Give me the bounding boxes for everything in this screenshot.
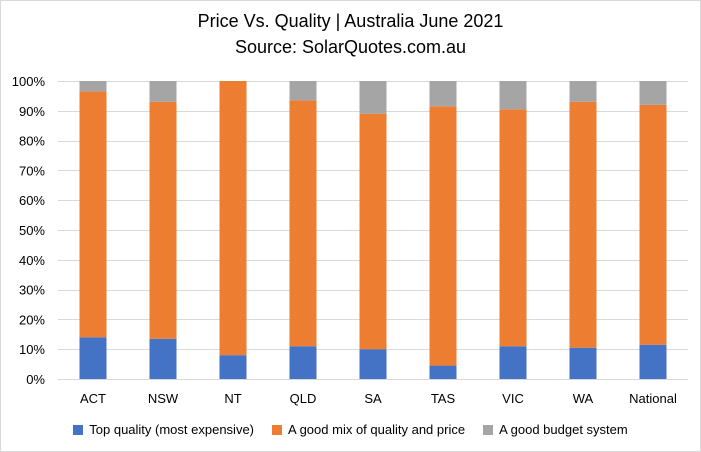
y-tick-label: 50% <box>19 223 45 238</box>
bar-segment <box>289 81 317 101</box>
bar-segment <box>639 104 667 345</box>
bar-segment <box>79 91 107 338</box>
bar-segment <box>149 81 177 102</box>
bar-segment <box>429 106 457 366</box>
x-tick-label: SA <box>364 391 382 406</box>
y-tick-label: 70% <box>19 163 45 178</box>
bar-segment <box>289 100 317 347</box>
bar-segment <box>149 338 177 379</box>
legend-label: Top quality (most expensive) <box>89 422 255 437</box>
bar-segment <box>639 81 667 105</box>
legend-label: A good mix of quality and price <box>288 422 466 437</box>
legend-swatch <box>272 424 283 435</box>
bar-segment <box>569 347 597 379</box>
bar-segment <box>569 81 597 102</box>
bars <box>79 81 667 379</box>
x-tick-label: VIC <box>502 391 524 406</box>
bar-segment <box>359 113 387 350</box>
x-axis-ticks: ACT NSW NT QLD SA TAS VIC WA National <box>80 391 677 406</box>
legend-label: A good budget system <box>499 422 628 437</box>
bar-segment <box>289 346 317 379</box>
x-tick-label: National <box>629 391 677 406</box>
bar-segment <box>79 337 107 379</box>
x-tick-label: ACT <box>80 391 106 406</box>
x-tick-label: NSW <box>148 391 179 406</box>
y-tick-label: 0% <box>26 372 45 387</box>
bar-segment <box>149 101 177 339</box>
bar-segment <box>429 81 457 107</box>
legend-item: Top quality (most expensive) <box>73 422 254 437</box>
y-tick-label: 90% <box>19 104 45 119</box>
y-tick-label: 60% <box>19 193 45 208</box>
bar-segment <box>359 349 387 379</box>
y-tick-label: 80% <box>19 134 45 149</box>
x-tick-label: QLD <box>290 391 317 406</box>
legend-swatch <box>73 424 84 435</box>
bar-segment <box>219 81 247 356</box>
y-axis-ticks: 0% 10% 20% 30% 40% 50% 60% 70% 80% 90% 100% <box>12 74 46 387</box>
y-tick-label: 20% <box>19 312 45 327</box>
x-tick-label: WA <box>573 391 594 406</box>
y-tick-label: 10% <box>19 342 45 357</box>
x-tick-label: TAS <box>431 391 456 406</box>
x-tick-label: NT <box>224 391 241 406</box>
legend-swatch <box>483 424 494 435</box>
y-tick-label: 40% <box>19 253 45 268</box>
bar-segment <box>639 344 667 379</box>
bar-segment <box>499 109 527 347</box>
bar-segment <box>569 101 597 348</box>
legend-item: A good budget system <box>483 422 628 437</box>
bar-segment <box>359 81 387 114</box>
bar-segment <box>219 355 247 379</box>
chart-title: Price Vs. Quality | Australia June 2021 <box>197 11 504 31</box>
bar-segment <box>499 346 527 379</box>
legend-item: A good mix of quality and price <box>272 422 465 437</box>
y-tick-label: 30% <box>19 283 45 298</box>
bar-segment <box>429 365 457 379</box>
legend: Top quality (most expensive) A good mix o… <box>1 422 700 437</box>
bar-segment <box>79 81 107 92</box>
bar-segment <box>499 81 527 110</box>
plot-area: 0% 10% 20% 30% 40% 50% 60% 70% 80% 90% 100% ACT NSW… <box>12 74 688 406</box>
chart-subtitle: Source: SolarQuotes.com.au <box>234 37 467 57</box>
y-tick-label: 100% <box>12 74 46 89</box>
